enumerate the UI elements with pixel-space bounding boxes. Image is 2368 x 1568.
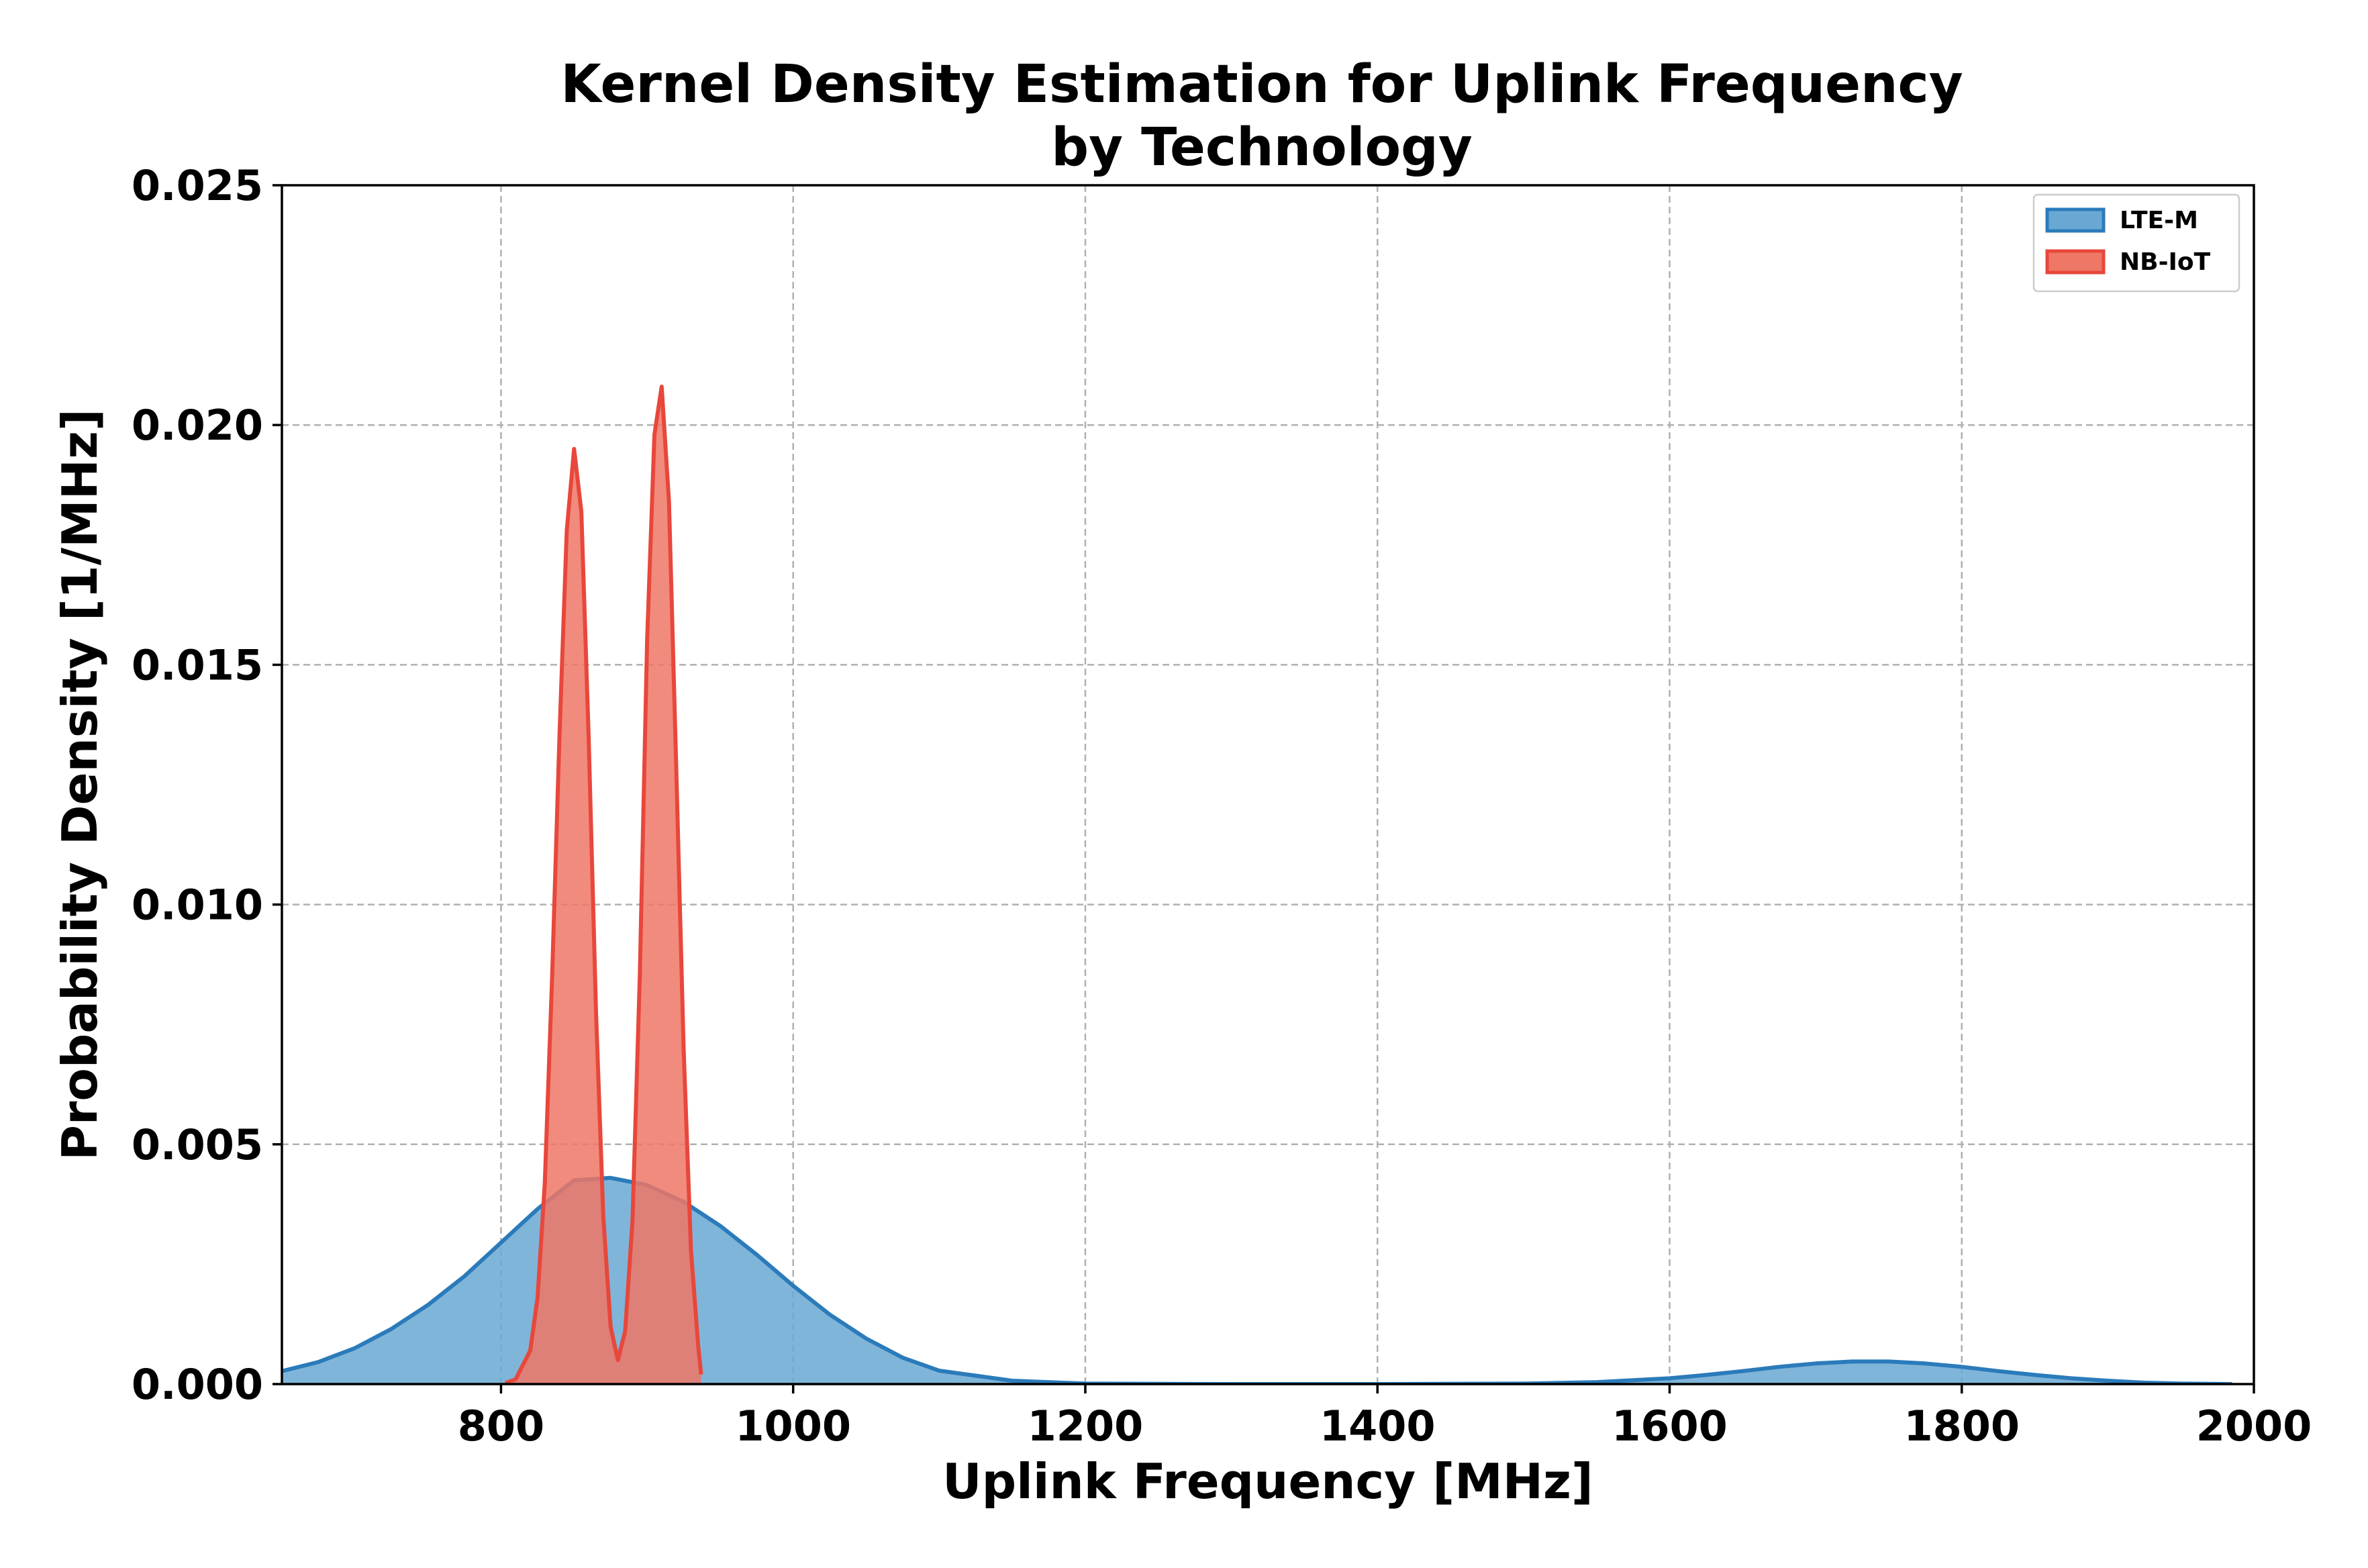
legend-label: LTE-M: [2120, 207, 2198, 234]
x-tick-label: 1200: [1028, 1402, 1144, 1451]
legend-swatch: [2045, 249, 2106, 275]
legend-item-nb-iot[interactable]: NB-IoT: [2045, 248, 2211, 276]
y-tick-label: 0.000: [132, 1360, 263, 1409]
series-nb-iot: [504, 385, 703, 1384]
x-tick-label: 800: [458, 1402, 544, 1451]
y-tick-label: 0.010: [132, 881, 263, 930]
grid: [282, 185, 2254, 1384]
legend-swatch: [2045, 207, 2106, 233]
x-tick-label: 1400: [1320, 1402, 1436, 1451]
series-layer: [282, 385, 2232, 1384]
density-area-lte-m: [282, 1177, 2232, 1384]
y-tick-label: 0.015: [132, 640, 263, 689]
x-axis-label: Uplink Frequency [MHz]: [942, 1453, 1593, 1510]
y-tick-label: 0.025: [132, 161, 263, 210]
chart-title-line2: by Technology: [1051, 117, 1472, 178]
legend-item-lte-m[interactable]: LTE-M: [2045, 207, 2198, 234]
axis-ticks: 800 1000 1200 1400 1600 1800 2000 0.000 0.005 0.0…: [132, 161, 2312, 1451]
x-tick-label: 1800: [1904, 1402, 2020, 1451]
plot-frame: [281, 184, 2255, 1385]
legend[interactable]: LTE-M NB-IoT: [2032, 193, 2240, 293]
y-tick-label: 0.020: [132, 401, 263, 450]
density-area-nb-iot: [505, 387, 701, 1384]
x-tick-label: 1600: [1612, 1402, 1728, 1451]
density-line-nb-iot: [504, 385, 703, 1384]
legend-label: NB-IoT: [2120, 248, 2211, 276]
chart-title-line1: Kernel Density Estimation for Uplink Fre…: [560, 54, 1963, 115]
y-axis-label: Probability Density [1/MHz]: [52, 409, 108, 1161]
x-tick-label: 2000: [2196, 1402, 2312, 1451]
y-tick-label: 0.005: [132, 1120, 263, 1169]
x-tick-label: 1000: [735, 1402, 851, 1451]
